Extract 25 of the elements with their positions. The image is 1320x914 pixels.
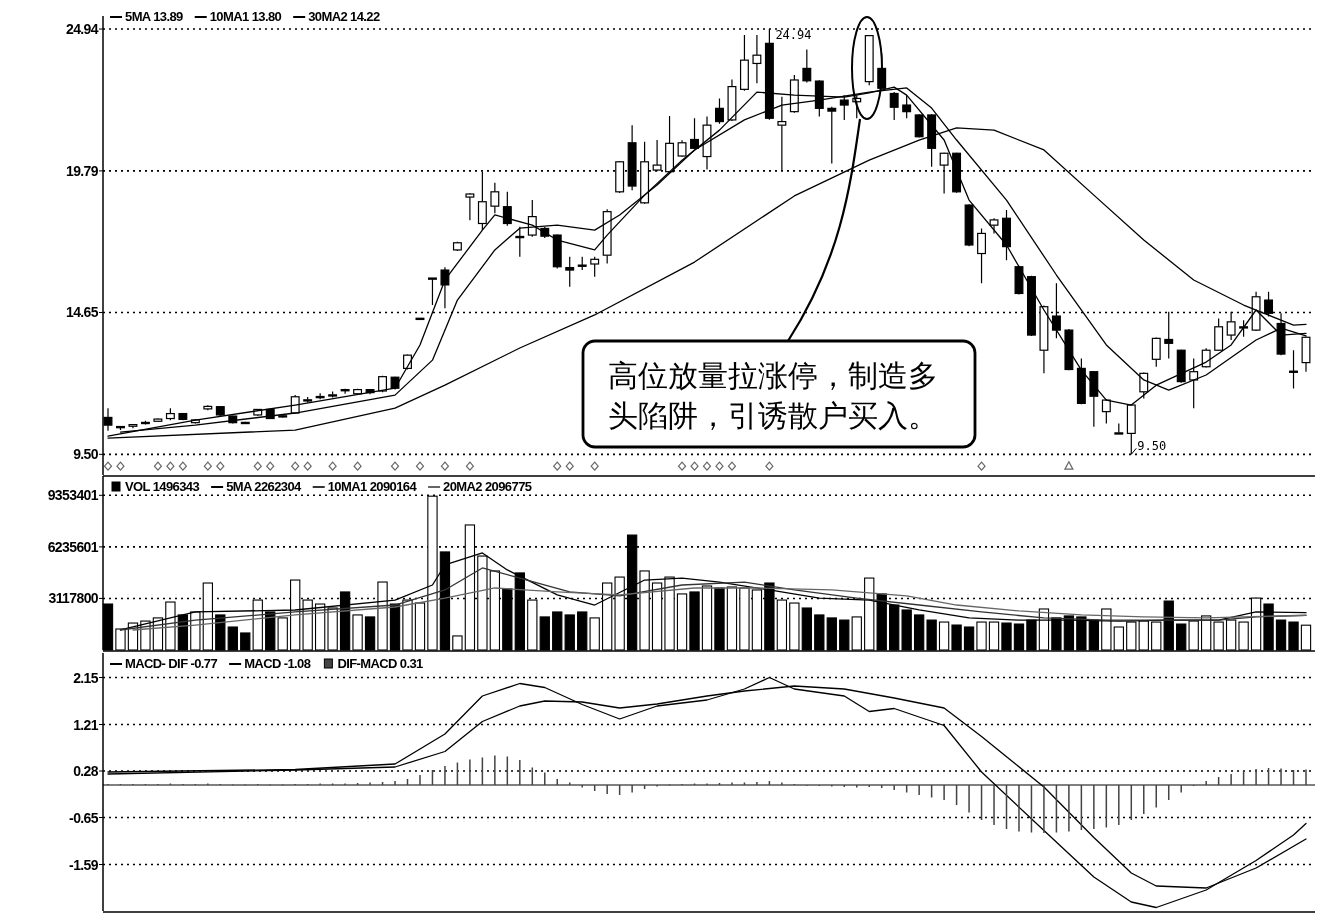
legend-label: 5MA 13.89: [125, 9, 184, 24]
y-tick-label: 3117800: [48, 590, 99, 607]
y-tick-label: -1.59: [69, 856, 99, 873]
legend-label: 30MA2 14.22: [308, 9, 380, 24]
y-tick-label: 6235601: [47, 538, 99, 555]
legend-label: 10MA1 2090164: [327, 479, 418, 494]
annotation: 24.94: [775, 28, 812, 43]
legend-label: 5MA 2262304: [226, 479, 303, 494]
y-tick-label: 1.21: [73, 716, 99, 733]
y-tick-label: 19.79: [65, 162, 99, 179]
legend-label: MACD -1.08: [244, 656, 311, 671]
annotation: 9.50: [1137, 439, 1167, 454]
y-tick-label: 9.50: [73, 446, 99, 463]
y-tick-label: 14.65: [65, 304, 99, 321]
legend-label: MACD- DIF -0.77: [125, 656, 218, 671]
y-tick-label: 24.94: [65, 21, 99, 38]
annotation: 高位放量拉涨停，制造多头陷阱，引诱散户买入。: [608, 358, 938, 433]
y-tick-label: -0.65: [69, 809, 99, 826]
legend-label: 10MA1 13.80: [209, 9, 282, 24]
legend-label: 20MA2 2096775: [443, 479, 532, 494]
legend-label: DIF-MACD 0.31: [337, 656, 424, 671]
y-tick-label: 0.28: [73, 763, 99, 779]
y-tick-label: 9353401: [47, 487, 99, 504]
legend-label: VOL 1496343: [125, 479, 200, 494]
y-tick-label: 2.15: [73, 669, 99, 686]
